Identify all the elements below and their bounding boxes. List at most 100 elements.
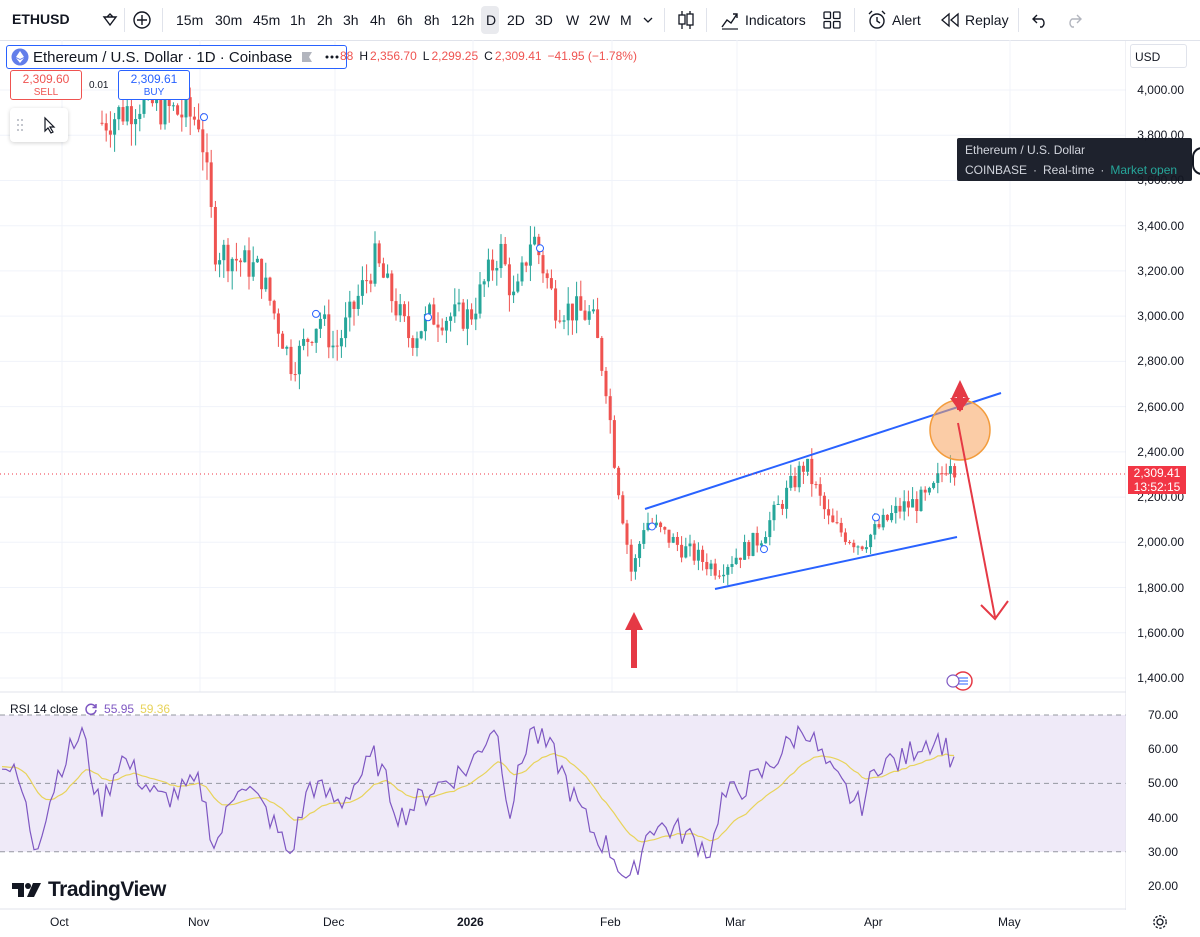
timeframe-6h[interactable]: 6h (397, 12, 413, 28)
candle-body (100, 122, 104, 124)
symbol-search[interactable]: ETHUSD (4, 6, 122, 34)
candle-body (738, 557, 742, 560)
sell-button[interactable]: 2,309.60 SELL (10, 70, 82, 100)
candle-body (864, 547, 868, 550)
time-tick: Nov (188, 915, 210, 929)
candle-body (646, 522, 650, 531)
timeframe-3D[interactable]: 3D (535, 12, 553, 28)
candle-body (432, 304, 436, 325)
flag-icon[interactable] (300, 50, 314, 64)
redo-icon[interactable] (1064, 11, 1084, 29)
symbol-info-tooltip: Ethereum / U.S. Dollar COINBASE · Real-ti… (957, 138, 1192, 181)
timeframe-30m[interactable]: 30m (215, 12, 243, 28)
price-tick: 2,800.00 (1137, 354, 1184, 369)
candle-body (125, 106, 129, 122)
dividend-event-marker (312, 309, 320, 318)
rsi-tick: 40.00 (1147, 810, 1178, 825)
rsi-ma-line (1, 752, 955, 843)
tooltip-title: Ethereum / U.S. Dollar (965, 143, 1086, 157)
buy-price: 2,309.61 (130, 72, 178, 86)
timeframe-2D[interactable]: 2D (507, 12, 525, 28)
candle-body (344, 317, 348, 339)
replay-label: Replay (965, 12, 1009, 28)
price-chart[interactable] (0, 40, 1126, 910)
timeframe-M[interactable]: M (620, 12, 632, 28)
symbol-type-icon[interactable] (102, 12, 118, 28)
candle-body (335, 345, 339, 347)
candle-body (654, 522, 658, 526)
candle-body (104, 123, 108, 131)
timeframe-1h[interactable]: 1h (290, 12, 306, 28)
time-tick: May (998, 915, 1021, 929)
timeframe-W[interactable]: W (566, 12, 580, 28)
tradingview-logo[interactable]: TradingView (12, 878, 166, 902)
candle-body (390, 273, 394, 302)
layouts-grid-icon[interactable] (822, 10, 842, 30)
chevron-down-icon[interactable] (642, 15, 654, 25)
timeframe-12h[interactable]: 12h (451, 12, 475, 28)
candle-body (436, 324, 440, 328)
candle-body (822, 495, 826, 510)
timeframe-45m[interactable]: 45m (253, 12, 281, 28)
timeframe-4h[interactable]: 4h (370, 12, 386, 28)
candles-type-icon[interactable] (676, 9, 696, 31)
timeframe-3h[interactable]: 3h (343, 12, 359, 28)
candle-body (843, 532, 847, 542)
candle-body (911, 499, 915, 508)
price-tick: 3,000.00 (1137, 309, 1184, 324)
candle-body (860, 546, 864, 550)
cursor-arrow-icon[interactable] (42, 116, 58, 134)
timeframe-8h[interactable]: 8h (424, 12, 440, 28)
candle-body (302, 338, 306, 346)
drag-handle-icon[interactable] (16, 118, 24, 132)
candle-body (936, 473, 940, 483)
currency-selector[interactable]: USD (1130, 44, 1187, 68)
candle-body (411, 338, 415, 348)
currency-label: USD (1135, 50, 1161, 64)
candle-body (495, 268, 499, 271)
rsi-line (1, 724, 955, 879)
alert-button[interactable]: Alert (864, 0, 928, 40)
candle-body (638, 543, 642, 559)
rsi-legend[interactable]: RSI 14 close 55.95 59.36 (10, 702, 170, 716)
rsi-label: RSI 14 close (10, 702, 79, 716)
timeframe-2h[interactable]: 2h (317, 12, 333, 28)
sell-price: 2,309.60 (22, 72, 70, 86)
indicators-button[interactable]: Indicators (718, 0, 810, 40)
replay-button[interactable]: Replay (938, 0, 1010, 40)
ohlc-open: 88 (340, 49, 354, 63)
close-value: 2,309.41 (494, 49, 542, 63)
dividend-event-marker (648, 522, 656, 531)
candle-body (932, 482, 936, 488)
rewind-icon (941, 12, 959, 28)
candle-body (386, 273, 390, 278)
candle-body (381, 263, 385, 278)
more-dots-icon[interactable] (324, 50, 340, 64)
candle-body (566, 303, 570, 321)
candle-body (499, 243, 503, 269)
price-tick: 2,400.00 (1137, 444, 1184, 459)
candle-body (516, 281, 520, 292)
candle-body (570, 303, 574, 321)
bar-countdown: 13:52:15 (1133, 480, 1181, 494)
refresh-icon[interactable] (84, 702, 98, 716)
timeframe-2W[interactable]: 2W (589, 12, 610, 28)
candle-body (612, 420, 616, 468)
side-toggle-handle[interactable] (1192, 147, 1200, 175)
settings-gear-icon[interactable] (1152, 914, 1168, 930)
buy-button[interactable]: 2,309.61 BUY (118, 70, 190, 100)
arrow-down-head (950, 398, 970, 412)
timeframe-D[interactable]: D (486, 12, 497, 28)
time-tick: Mar (725, 915, 746, 929)
undo-icon[interactable] (1030, 11, 1050, 29)
sell-label: SELL (33, 87, 59, 98)
candle-body (394, 301, 398, 316)
channel-lower-line (714, 536, 958, 590)
rsi-tick: 20.00 (1147, 879, 1178, 893)
symbol-legend[interactable]: Ethereum / U.S. Dollar · 1D · Coinbase (6, 45, 348, 69)
candle-body (251, 262, 255, 277)
alarm-clock-icon (868, 10, 886, 29)
time-tick: 2026 (457, 915, 484, 929)
timeframe-15m[interactable]: 15m (176, 12, 204, 28)
compare-add-icon[interactable] (132, 10, 152, 30)
